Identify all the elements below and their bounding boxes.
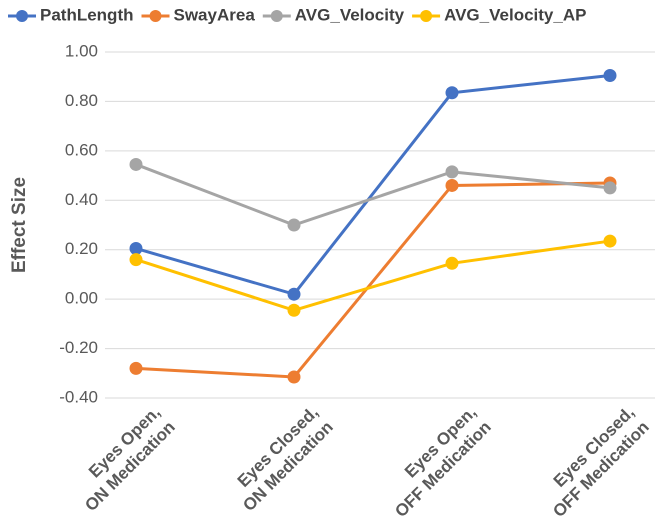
legend-label: PathLength: [40, 5, 134, 24]
series-marker: [287, 218, 301, 232]
y-axis-label: Effect Size: [9, 177, 30, 273]
legend-label: AVG_Velocity: [295, 5, 405, 24]
series-marker: [129, 157, 143, 171]
y-tick-label: -0.40: [59, 387, 98, 406]
y-tick-label: 0.40: [65, 190, 98, 209]
series-marker: [603, 68, 617, 82]
series-line: [135, 163, 611, 227]
y-tick-label: 0.20: [65, 239, 98, 258]
series-marker: [445, 86, 459, 100]
series-marker: [445, 165, 459, 179]
series-marker: [129, 361, 143, 375]
series-line: [135, 181, 611, 379]
series-marker: [129, 253, 143, 267]
y-tick-label: 1.00: [65, 41, 98, 60]
series-marker: [129, 241, 143, 255]
y-tick-label: 0.60: [65, 140, 98, 159]
series-line: [135, 73, 611, 296]
series-line: [135, 239, 611, 312]
series-marker: [287, 303, 301, 317]
series-marker: [287, 370, 301, 384]
series-marker: [445, 256, 459, 270]
legend-marker: [149, 10, 162, 22]
y-tick-label: -0.20: [59, 338, 98, 357]
legend-label: AVG_Velocity_AP: [444, 5, 586, 24]
legend-label: SwayArea: [174, 5, 256, 24]
series-marker: [603, 181, 617, 195]
y-tick-label: 0.80: [65, 91, 98, 110]
series-marker: [287, 287, 301, 301]
series-marker: [445, 178, 459, 192]
y-tick-label: 0.00: [65, 289, 98, 308]
legend-marker: [420, 10, 433, 22]
series-marker: [603, 234, 617, 248]
legend-marker: [16, 10, 28, 22]
legend-marker: [270, 10, 283, 22]
